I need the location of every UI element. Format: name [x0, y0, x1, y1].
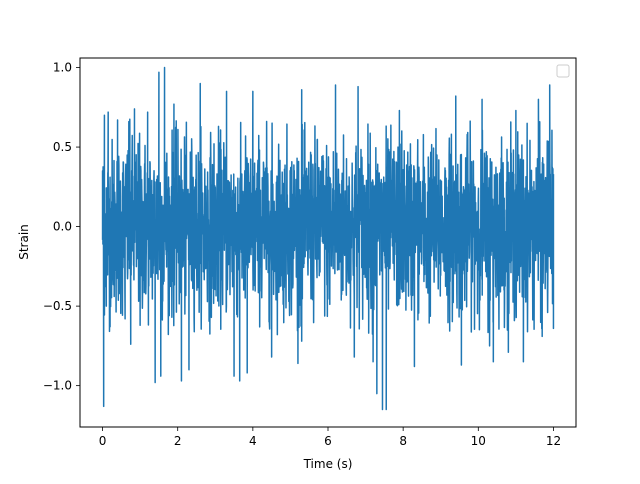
x-tick-label: 12: [546, 434, 561, 448]
y-tick-label: 0.0: [53, 220, 72, 234]
y-tick-label: −0.5: [43, 299, 72, 313]
y-tick-label: 1.0: [53, 61, 72, 75]
y-tick-label: −1.0: [43, 379, 72, 393]
x-tick-label: 0: [99, 434, 107, 448]
legend-box: [557, 65, 569, 77]
x-tick-label: 4: [249, 434, 257, 448]
x-tick-label: 2: [174, 434, 182, 448]
x-tick-label: 10: [471, 434, 486, 448]
y-tick-label: 0.5: [53, 140, 72, 154]
x-tick-label: 6: [324, 434, 332, 448]
y-axis-label: Strain: [17, 224, 31, 260]
x-axis-label: Time (s): [303, 457, 353, 471]
x-tick-label: 8: [399, 434, 407, 448]
